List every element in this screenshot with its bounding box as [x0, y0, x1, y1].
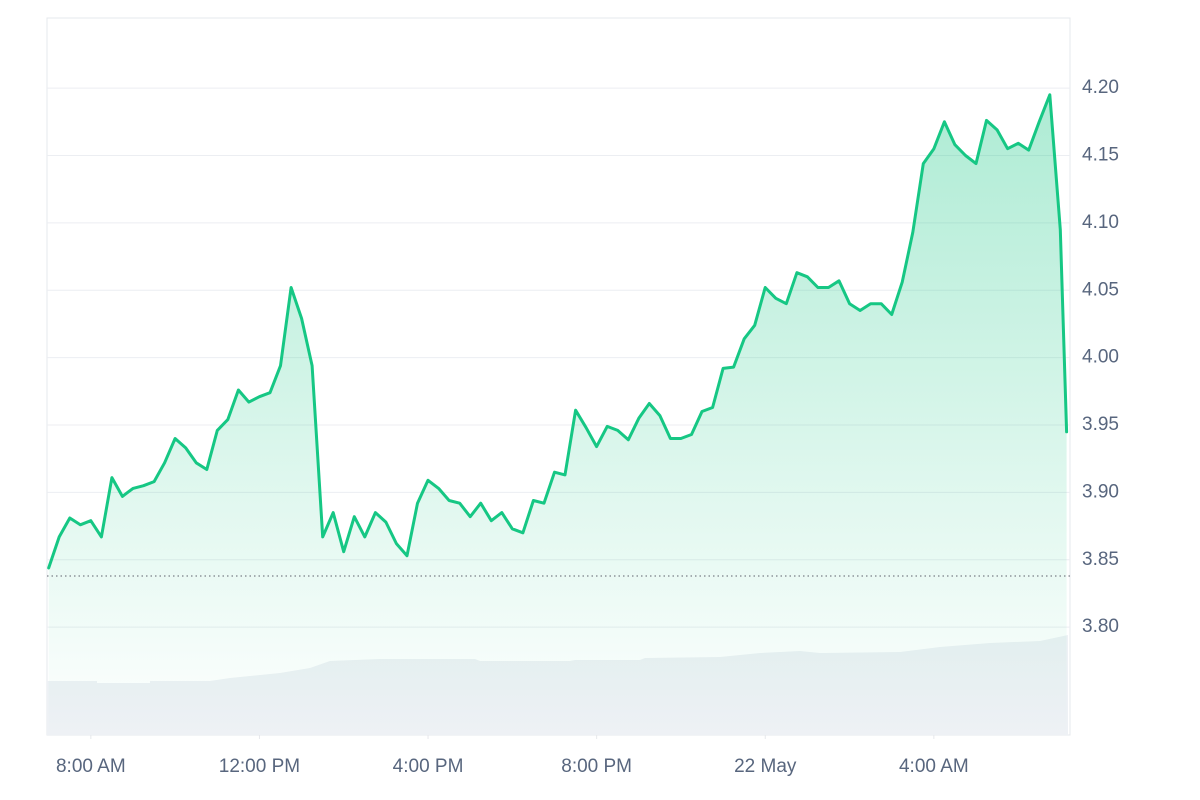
y-tick-label: 4.05	[1082, 279, 1119, 300]
y-tick-label: 4.00	[1082, 347, 1119, 368]
y-tick-label: 3.95	[1082, 414, 1119, 435]
y-tick-label: 3.80	[1082, 616, 1119, 637]
y-tick-label: 4.15	[1082, 144, 1119, 165]
y-tick-label: 4.10	[1082, 212, 1119, 233]
x-tick-label: 8:00 PM	[561, 756, 632, 777]
y-tick-label: 3.90	[1082, 481, 1119, 502]
marks	[47, 93, 1070, 736]
x-tick-label: 8:00 AM	[56, 756, 126, 777]
x-tick-label: 4:00 AM	[899, 756, 969, 777]
y-tick-label: 3.85	[1082, 549, 1119, 570]
x-tick-label: 22 May	[734, 756, 797, 777]
price-line	[47, 93, 1069, 570]
price-area	[48, 94, 1067, 736]
x-tick-label: 4:00 PM	[393, 756, 464, 777]
y-tick-label: 4.20	[1082, 77, 1119, 98]
labels: 3.80 3.85 3.90 3.95 4.00 4.05 4.10 4.15 4.20 8:00…	[56, 77, 1119, 777]
x-tick-label: 12:00 PM	[219, 756, 300, 777]
